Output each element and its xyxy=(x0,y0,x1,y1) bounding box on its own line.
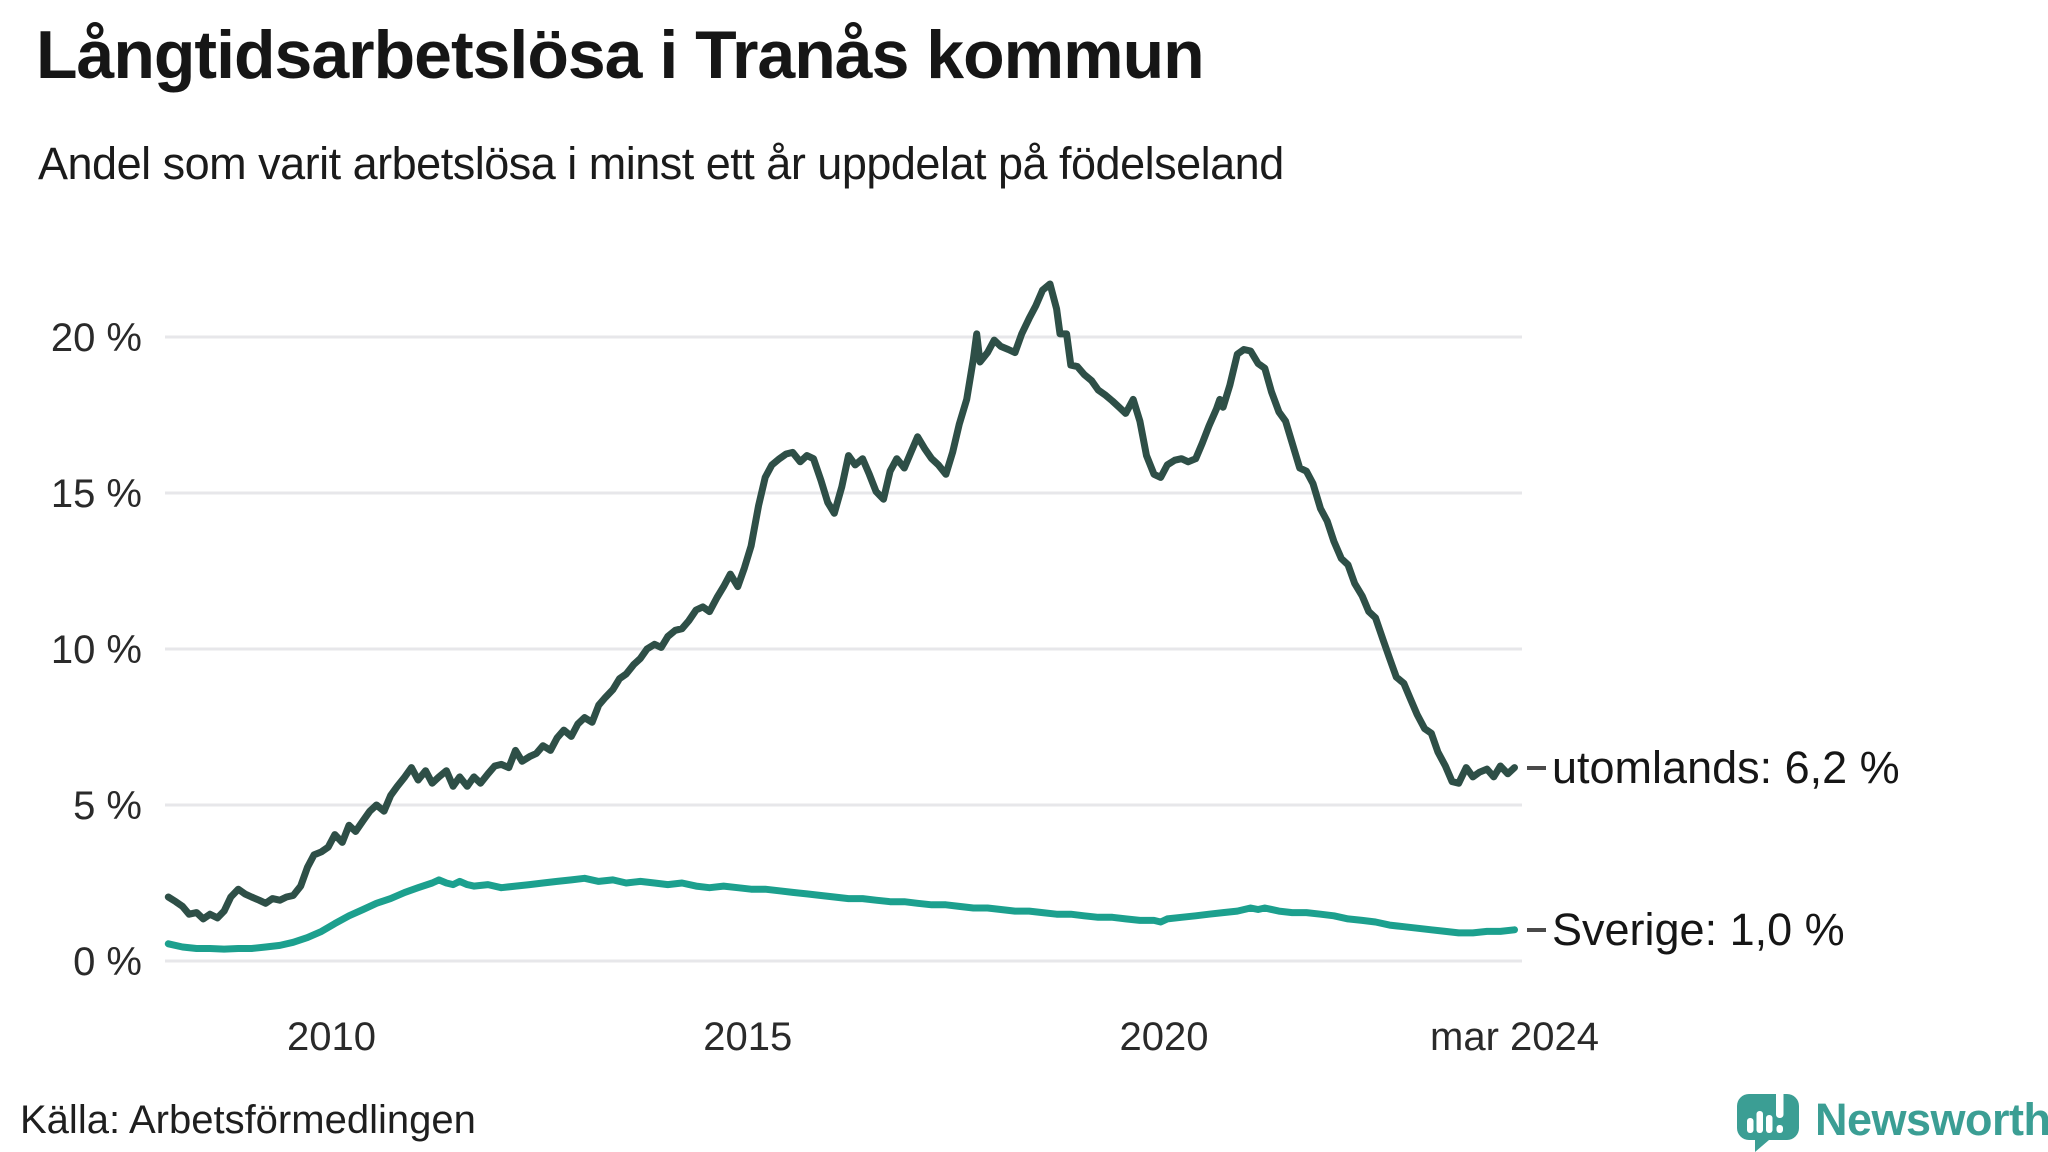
newsworthy-logo-text: Newsworthy xyxy=(1815,1094,2048,1145)
utomlands-end-tick xyxy=(1527,765,1546,770)
page-title: Långtidsarbetslösa i Tranås kommun xyxy=(36,17,1205,93)
y-tick-label: 10 % xyxy=(51,628,142,672)
x-tick-label: 2010 xyxy=(287,1015,376,1059)
utomlands-line xyxy=(164,280,1518,923)
chart-subtitle: Andel som varit arbetslösa i minst ett å… xyxy=(38,138,1284,189)
utomlands-end-label: utomlands: 6,2 % xyxy=(1552,741,1900,793)
x-tick-label: 2020 xyxy=(1120,1015,1209,1059)
y-tick-label: 5 % xyxy=(73,784,142,828)
source-note: Källa: Arbetsförmedlingen xyxy=(20,1098,476,1142)
newsworthy-branding: Newsworthy xyxy=(1735,1088,2048,1152)
Sverige-line xyxy=(164,874,1518,953)
y-tick-label: 0 % xyxy=(73,940,142,984)
sverige-end-label: Sverige: 1,0 % xyxy=(1552,903,1845,955)
sverige-end-tick xyxy=(1527,927,1546,932)
x-tick-label: 2015 xyxy=(703,1015,792,1059)
y-tick-label: 20 % xyxy=(51,316,142,360)
y-tick-label: 15 % xyxy=(51,472,142,516)
newsworthy-logo-icon xyxy=(1737,1089,1799,1152)
x-tick-label: mar 2024 xyxy=(1430,1015,1599,1059)
